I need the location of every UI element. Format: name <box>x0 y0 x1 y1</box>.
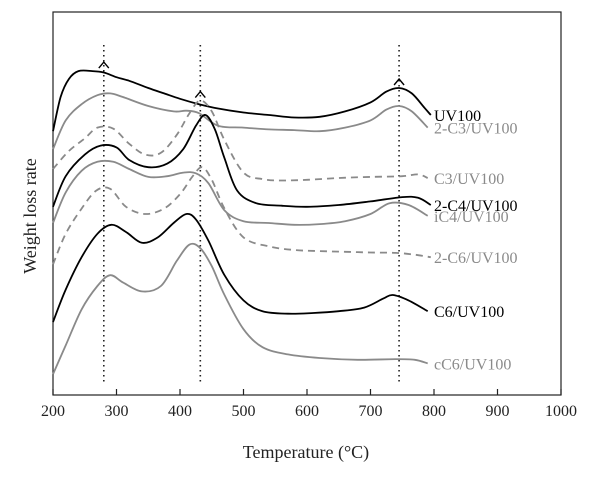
series-layer <box>52 69 432 375</box>
series-label: C3/UV100 <box>434 171 504 188</box>
x-tick-label: 800 <box>422 403 446 420</box>
x-tick-label: 1000 <box>545 403 577 420</box>
x-tick-label: 900 <box>486 403 510 420</box>
series-line-cc6-uv100 <box>52 242 428 375</box>
x-axis-title: Temperature (°C) <box>243 442 369 463</box>
series-line-uv100 <box>52 69 432 132</box>
x-tick-label: 200 <box>41 403 65 420</box>
peak-caret-marker <box>393 77 405 86</box>
series-line-ic4-uv100 <box>52 159 429 226</box>
x-tick-label: 300 <box>105 403 129 420</box>
series-label: UV100 <box>434 108 481 125</box>
series-line-2-c6-uv100 <box>52 166 431 265</box>
x-tick-label: 700 <box>359 403 383 420</box>
x-tick-label: 500 <box>232 403 256 420</box>
series-line-2-c4-uv100 <box>52 114 432 208</box>
series-line-c3-uv100 <box>52 99 429 182</box>
series-line-c6-uv100 <box>52 212 429 323</box>
reference-lines <box>98 45 405 383</box>
series-label: C6/UV100 <box>434 304 504 321</box>
series-label: iC4/UV100 <box>434 209 509 226</box>
series-label: 2-C3/UV100 <box>434 121 518 138</box>
peak-caret-marker <box>194 90 206 99</box>
series-label: 2-C6/UV100 <box>434 250 518 267</box>
series-label: 2-C4/UV100 <box>434 198 518 215</box>
y-axis-title: Weight loss rate <box>20 158 40 274</box>
x-tick-label: 600 <box>295 403 319 420</box>
peak-caret-marker <box>98 60 110 69</box>
x-tick-label: 400 <box>168 403 192 420</box>
x-axis-ticks: 200 300 400 500 600 700 800 900 1000 <box>41 389 577 420</box>
series-label: cC6/UV100 <box>434 356 511 373</box>
